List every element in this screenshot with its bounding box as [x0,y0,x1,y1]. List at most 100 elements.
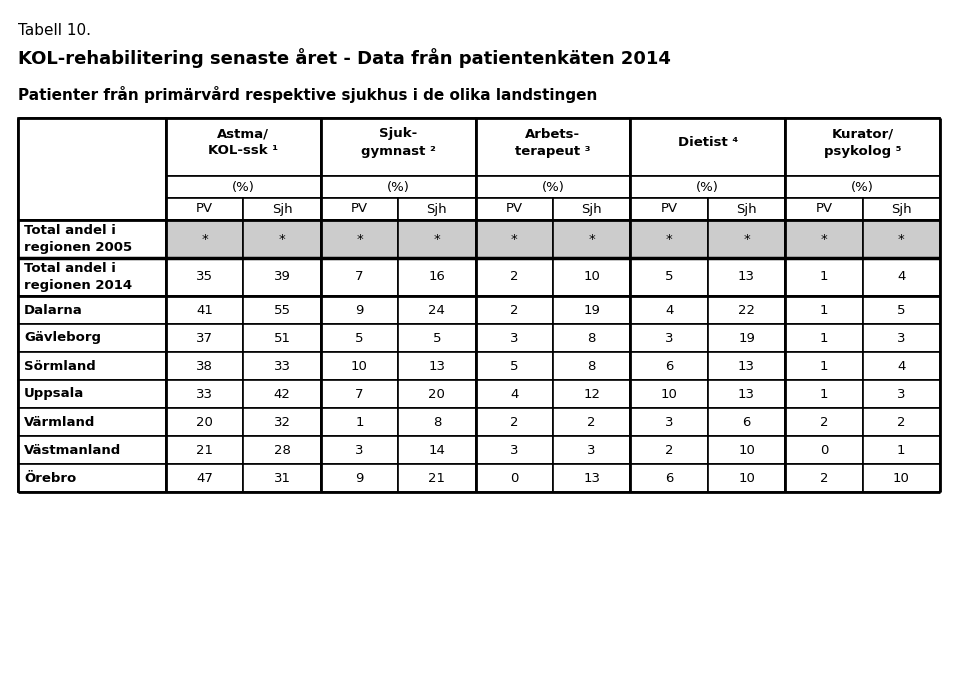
Bar [166,380,243,408]
Text: 10: 10 [582,270,599,283]
Text: 51: 51 [274,331,291,344]
Bar [553,352,630,380]
Bar [553,324,630,352]
Text: Tabell 10.: Tabell 10. [18,23,91,38]
Bar [397,464,476,492]
Bar [862,436,939,464]
Text: 12: 12 [582,388,599,401]
Text: 2: 2 [819,416,827,429]
Text: KOL-ssk ¹: KOL-ssk ¹ [208,145,278,158]
Text: *: * [588,233,595,246]
Bar [707,464,784,492]
Text: 19: 19 [738,331,754,344]
Bar [320,220,397,258]
Bar [707,408,784,436]
Bar [243,408,320,436]
Bar [243,296,320,324]
Bar [707,436,784,464]
Bar [476,296,553,324]
Text: Sjuk-: Sjuk- [378,128,416,141]
Text: 13: 13 [582,471,599,484]
Text: 9: 9 [355,303,363,316]
Text: *: * [820,233,826,246]
Bar [862,352,939,380]
Bar [476,220,553,258]
Bar [166,436,243,464]
Text: Dietist ⁴: Dietist ⁴ [677,136,738,148]
Bar [707,296,784,324]
Bar [166,198,243,220]
Text: 6: 6 [664,359,673,372]
Bar [166,118,320,176]
Text: 7: 7 [355,388,363,401]
Bar [784,198,862,220]
Bar [553,464,630,492]
Text: Dalarna: Dalarna [24,303,83,316]
Bar [166,464,243,492]
Text: Kurator/: Kurator/ [831,128,893,141]
Bar [630,352,707,380]
Text: *: * [355,233,362,246]
Text: 10: 10 [660,388,677,401]
Text: 10: 10 [351,359,368,372]
Text: PV: PV [196,202,213,215]
Bar [320,380,397,408]
Text: 6: 6 [741,416,750,429]
Text: 32: 32 [274,416,291,429]
Bar [862,198,939,220]
Bar [320,324,397,352]
Bar [18,436,166,464]
Bar [397,198,476,220]
Text: 21: 21 [196,444,213,456]
Bar [18,220,166,258]
Bar [630,176,784,198]
Bar [630,198,707,220]
Text: 16: 16 [428,270,445,283]
Text: 8: 8 [433,416,440,429]
Bar [784,408,862,436]
Text: (%): (%) [386,180,409,193]
Bar [397,380,476,408]
Text: 20: 20 [196,416,213,429]
Text: Sjh: Sjh [580,202,601,215]
Bar [243,464,320,492]
Bar [784,436,862,464]
Bar [476,198,553,220]
Bar [166,258,243,296]
Text: 20: 20 [428,388,445,401]
Text: 10: 10 [892,471,909,484]
Text: 9: 9 [355,471,363,484]
Bar [320,118,476,176]
Bar [320,258,397,296]
Bar [476,324,553,352]
Text: PV: PV [351,202,368,215]
Bar [630,408,707,436]
Bar [243,436,320,464]
Text: 2: 2 [664,444,673,456]
Bar [630,118,784,176]
Bar [862,220,939,258]
Bar [243,220,320,258]
Bar [707,198,784,220]
Bar [243,380,320,408]
Text: Patienter från primärvård respektive sjukhus i de olika landstingen: Patienter från primärvård respektive sju… [18,86,597,103]
Text: 14: 14 [428,444,445,456]
Bar [630,464,707,492]
Bar [630,220,707,258]
Bar [476,436,553,464]
Text: *: * [897,233,903,246]
Bar [18,118,166,220]
Text: 4: 4 [896,270,904,283]
Text: 5: 5 [510,359,518,372]
Text: 2: 2 [510,270,518,283]
Bar [476,176,630,198]
Bar [476,258,553,296]
Text: PV: PV [659,202,677,215]
Text: 3: 3 [510,444,518,456]
Text: 35: 35 [196,270,213,283]
Bar [553,436,630,464]
Bar [166,220,243,258]
Bar [243,352,320,380]
Text: 6: 6 [664,471,673,484]
Bar [630,436,707,464]
